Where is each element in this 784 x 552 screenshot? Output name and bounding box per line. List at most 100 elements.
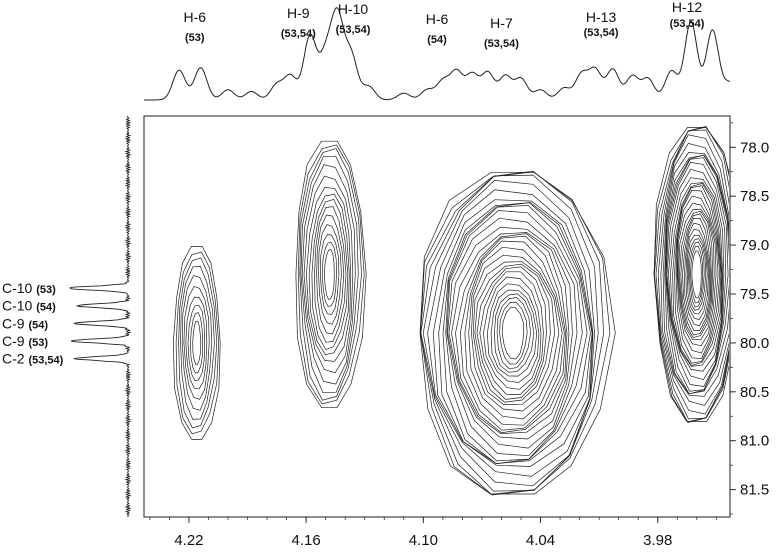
contour-line — [301, 164, 356, 385]
contour-line — [664, 154, 729, 395]
top-peak-name: H-9 — [287, 5, 310, 21]
contour-line — [691, 250, 702, 299]
contour-line — [668, 177, 724, 372]
top-peak-assignment: (53,54) — [484, 38, 519, 50]
contour-line — [677, 202, 717, 347]
contour-line — [655, 129, 729, 420]
contour-line — [685, 228, 709, 321]
contour-line — [324, 248, 335, 300]
contour-line — [672, 182, 722, 366]
contour-line — [464, 240, 565, 426]
top-peak-assignment: (53,54) — [281, 28, 316, 40]
contour-line — [683, 222, 710, 327]
contour-line — [183, 286, 210, 400]
contour-line — [496, 297, 532, 370]
contour-line — [678, 208, 715, 341]
contour-line — [679, 210, 713, 339]
contour-line — [455, 233, 568, 434]
contour-line — [314, 206, 347, 343]
contour-line — [190, 312, 204, 374]
contour-line — [181, 275, 213, 411]
left-peak-assignment: (53) — [36, 284, 56, 296]
top-peak-assignment: (53) — [185, 32, 205, 44]
y-tick-label: 80.0 — [740, 335, 769, 352]
contour-line — [318, 224, 342, 325]
y-tick-label: 78.5 — [740, 188, 769, 205]
cross-peak-0 — [172, 246, 221, 440]
contour-line — [172, 246, 221, 440]
left-peak-name: C-10 — [2, 280, 36, 296]
contour-line — [676, 195, 719, 354]
contour-line — [445, 205, 588, 462]
x-tick-label: 4.04 — [526, 532, 555, 549]
contour-line — [666, 168, 725, 381]
contour-line — [665, 162, 727, 387]
left-peak-assignment: (54) — [36, 302, 56, 314]
contour-line — [680, 213, 712, 336]
top-peak-name: H-6 — [184, 9, 207, 25]
contour-line — [476, 266, 547, 400]
left-peak-assignment: (53) — [28, 337, 48, 349]
contour-line — [479, 271, 544, 395]
contour-line — [192, 320, 202, 365]
contour-line — [688, 238, 707, 311]
cross-peak-1 — [295, 140, 367, 409]
top-peak-name: H-7 — [490, 15, 513, 31]
contour-line — [432, 199, 593, 467]
contour-line — [447, 217, 578, 449]
top-peak-assignment: (53,54) — [670, 18, 705, 30]
top-peak-name: H-12 — [672, 0, 703, 15]
left-peak-name: C-9 — [2, 315, 28, 331]
contour-line — [451, 232, 570, 435]
contour-line — [471, 254, 560, 412]
contour-line — [175, 251, 220, 435]
left-peak-label: C-9 (54) — [2, 315, 48, 331]
contour-line — [308, 193, 350, 355]
left-peak-assignment: (54) — [28, 319, 48, 331]
contour-line — [300, 155, 359, 394]
contour-line — [303, 175, 354, 374]
contour-line — [690, 245, 704, 304]
contour-line — [185, 296, 208, 390]
top-peak-assignment: (53,54) — [336, 24, 371, 36]
left-projection — [69, 115, 132, 518]
left-peak-label: C-10 (53) — [2, 280, 56, 296]
contour-line — [689, 241, 705, 308]
x-tick-label: 4.22 — [174, 532, 203, 549]
contour-line — [675, 189, 721, 359]
contour-line — [311, 198, 349, 350]
left-peak-labels: C-10 (53)C-10 (54)C-9 (54)C-9 (53)C-2 (5… — [2, 280, 64, 366]
contour-line — [657, 134, 729, 415]
top-peak-labels: H-6 (53) H-9 (53,54) H-10 (53,54) H-6 (54) H-7 (5… — [184, 0, 705, 50]
contour-line — [472, 261, 556, 405]
contour-line — [442, 202, 591, 465]
plot-frame — [143, 115, 731, 518]
contour-line — [297, 144, 365, 405]
cross-peak-2 — [419, 170, 616, 496]
y-tick-label: 79.5 — [740, 286, 769, 303]
left-peak-label: C-9 (53) — [2, 333, 48, 349]
contour-line — [306, 187, 352, 362]
top-peak-name: H-10 — [338, 1, 369, 17]
contour-line — [501, 306, 525, 360]
cross-peak-3 — [653, 125, 729, 423]
contour-line — [682, 218, 711, 331]
contour-line — [321, 242, 337, 307]
left-peak-name: C-2 — [2, 351, 28, 367]
left-peak-label: C-10 (54) — [2, 298, 56, 314]
y-axis: 78.0 78.5 79.0 79.5 80.0 80.5 81.0 81.5 — [730, 122, 769, 515]
left-peak-name: C-10 — [2, 298, 36, 314]
contour-line — [490, 289, 538, 377]
contour-line — [178, 257, 218, 429]
contour-line — [483, 276, 542, 390]
left-peak-label: C-2 (53,54) — [2, 351, 64, 367]
left-peak-assignment: (53,54) — [28, 355, 63, 367]
y-tick-label: 78.0 — [740, 139, 769, 156]
y-tick-label: 80.5 — [740, 384, 769, 401]
y-tick-label: 81.5 — [740, 482, 769, 499]
contour-line — [187, 304, 206, 382]
contour-line — [295, 140, 367, 409]
y-tick-label: 81.0 — [740, 433, 769, 450]
contour-line — [448, 226, 573, 440]
